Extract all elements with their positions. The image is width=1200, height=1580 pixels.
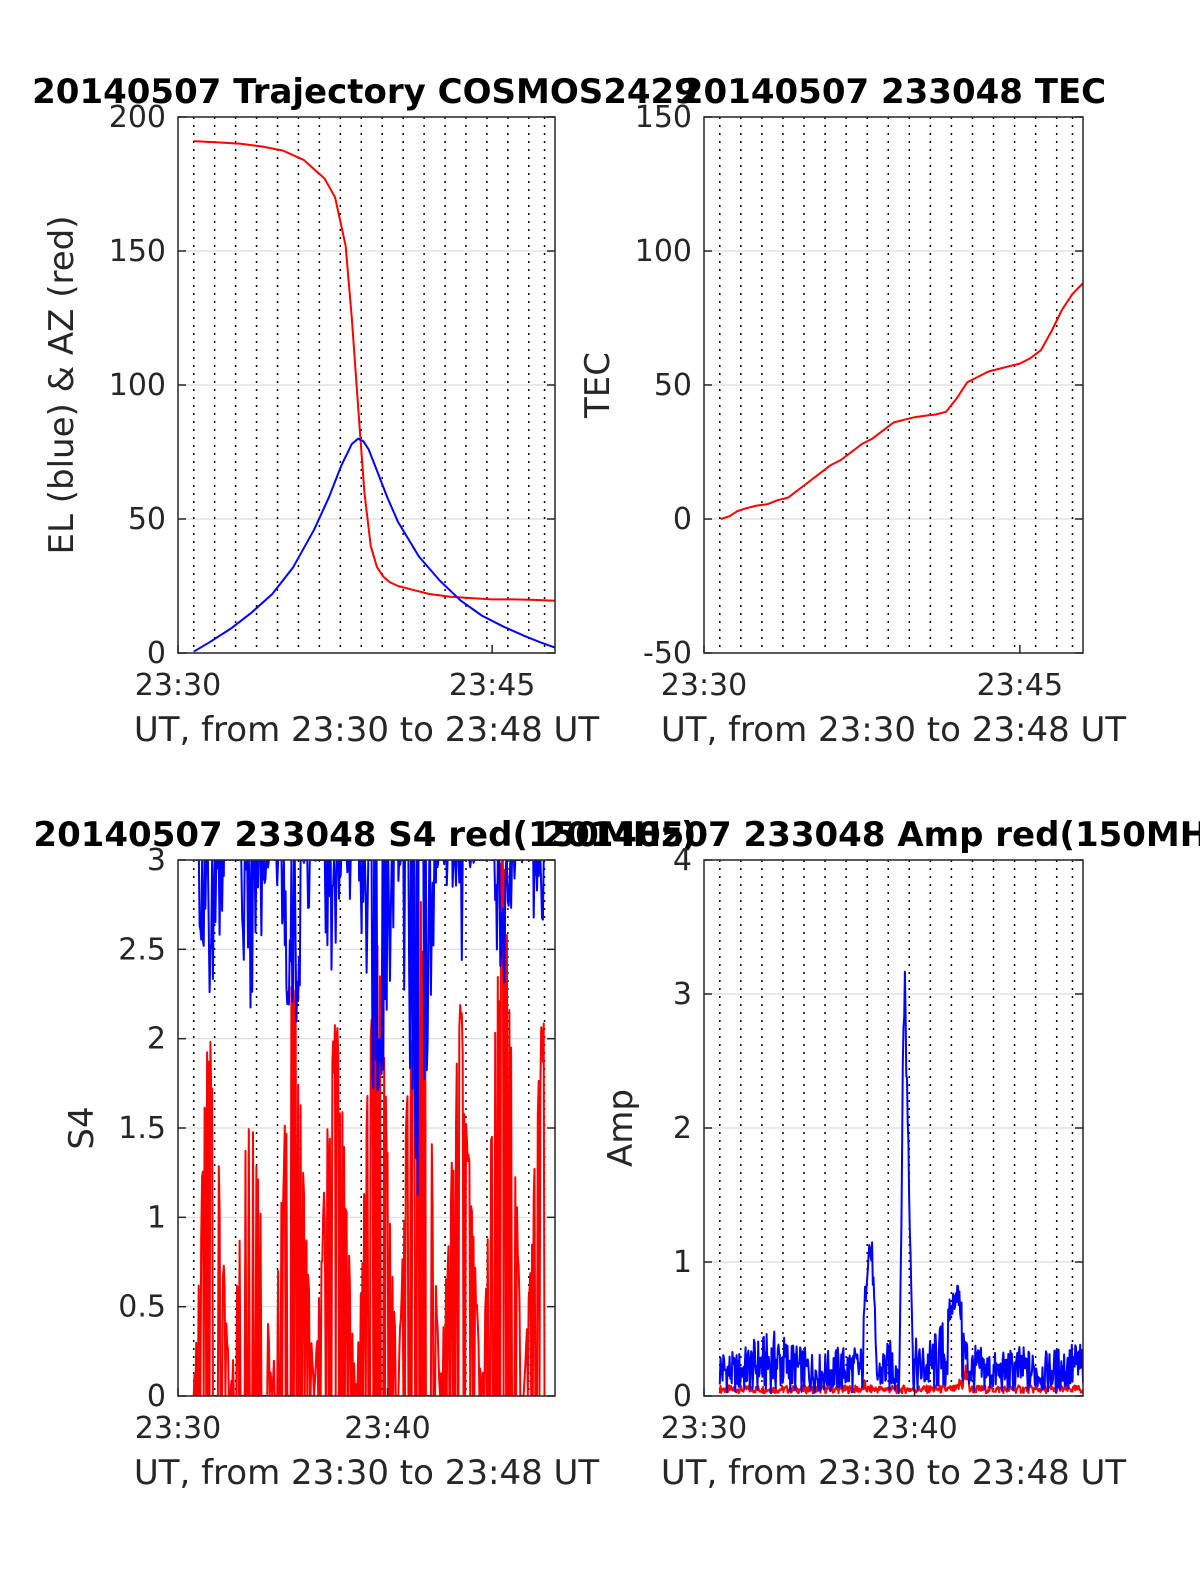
y-tick-label: 100 xyxy=(635,234,692,269)
y-tick-label: 1 xyxy=(147,1200,166,1235)
x-tick-label: 23:45 xyxy=(977,668,1063,703)
y-tick-label: 0 xyxy=(673,1379,692,1414)
x-tick-label: 23:30 xyxy=(135,1411,221,1446)
y-axis-label: Amp xyxy=(601,1089,641,1167)
x-axis-label: UT, from 23:30 to 23:48 UT xyxy=(661,710,1127,750)
y-tick-label: 50 xyxy=(128,502,166,537)
y-tick-label: 1.5 xyxy=(118,1111,166,1146)
series-line-1 xyxy=(193,860,545,1196)
y-tick-label: 0 xyxy=(147,1379,166,1414)
series-line-1 xyxy=(193,437,555,653)
y-tick-label: 4 xyxy=(673,843,692,878)
y-tick-label: -50 xyxy=(643,636,692,671)
y-axis-label: EL (blue) & AZ (red) xyxy=(42,215,82,554)
y-tick-label: 3 xyxy=(147,843,166,878)
x-axis-label: UT, from 23:30 to 23:48 UT xyxy=(661,1453,1127,1493)
panel-traj: 0 50 100 150 200 23:30 23:45 UT, from 23:30 to … xyxy=(32,72,698,750)
y-tick-label: 0 xyxy=(147,636,166,671)
panel-tec: -50 0 50 100 150 23:30 23:45 UT, from 23:30 to … xyxy=(578,72,1126,750)
x-axis-label: UT, from 23:30 to 23:48 UT xyxy=(134,710,600,750)
x-tick-label: 23:30 xyxy=(135,668,221,703)
chart-title: 20140507 233048 TEC xyxy=(680,72,1106,112)
x-tick-label: 23:40 xyxy=(344,1411,430,1446)
y-tick-label: 200 xyxy=(109,100,166,135)
x-axis-label: UT, from 23:30 to 23:48 UT xyxy=(134,1453,600,1493)
x-tick-label: 23:30 xyxy=(661,1411,747,1446)
chart-title: 20140507 233048 S4 red(150MHz) xyxy=(33,815,696,855)
series-line-0 xyxy=(192,860,546,1396)
y-tick-label: 2 xyxy=(673,1111,692,1146)
x-tick-label: 23:30 xyxy=(661,668,747,703)
panel-amp: 0 1 2 3 4 23:30 23:40 UT, from 23:30 to 23:48 U… xyxy=(542,815,1200,1493)
y-tick-label: 50 xyxy=(654,368,692,403)
y-axis-label: S4 xyxy=(62,1106,102,1149)
y-tick-label: 3 xyxy=(673,977,692,1012)
x-tick-label: 23:45 xyxy=(449,668,535,703)
y-tick-label: 2.5 xyxy=(118,932,166,967)
y-tick-label: 2 xyxy=(147,1022,166,1057)
y-tick-label: 0.5 xyxy=(118,1290,166,1325)
chart-title: 20140507 233048 Amp red(150MHz) xyxy=(542,815,1200,855)
y-tick-label: 100 xyxy=(109,368,166,403)
panel-s4: 0 0.5 1 1.5 2 2.5 3 23:30 23:40 UT, from 23:30 to… xyxy=(33,815,696,1493)
series-line-0 xyxy=(718,1364,1083,1395)
y-tick-label: 150 xyxy=(109,234,166,269)
x-tick-label: 23:40 xyxy=(871,1411,957,1446)
y-axis-label: TEC xyxy=(578,352,618,419)
y-tick-label: 150 xyxy=(635,100,692,135)
y-tick-label: 1 xyxy=(673,1245,692,1280)
y-tick-label: 0 xyxy=(673,502,692,537)
chart-title: 20140507 Trajectory COSMOS2429 xyxy=(32,72,698,112)
series-line-0 xyxy=(193,140,555,602)
series-line-1 xyxy=(718,970,1083,1395)
series-line-0 xyxy=(720,282,1083,520)
